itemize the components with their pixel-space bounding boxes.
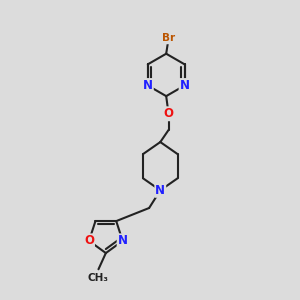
Text: O: O [164, 107, 174, 120]
Text: CH₃: CH₃ [88, 273, 109, 283]
Text: N: N [155, 184, 165, 197]
Text: N: N [143, 79, 153, 92]
Text: N: N [118, 234, 128, 247]
Text: Br: Br [162, 33, 175, 43]
Text: O: O [84, 234, 94, 247]
Text: N: N [180, 79, 190, 92]
